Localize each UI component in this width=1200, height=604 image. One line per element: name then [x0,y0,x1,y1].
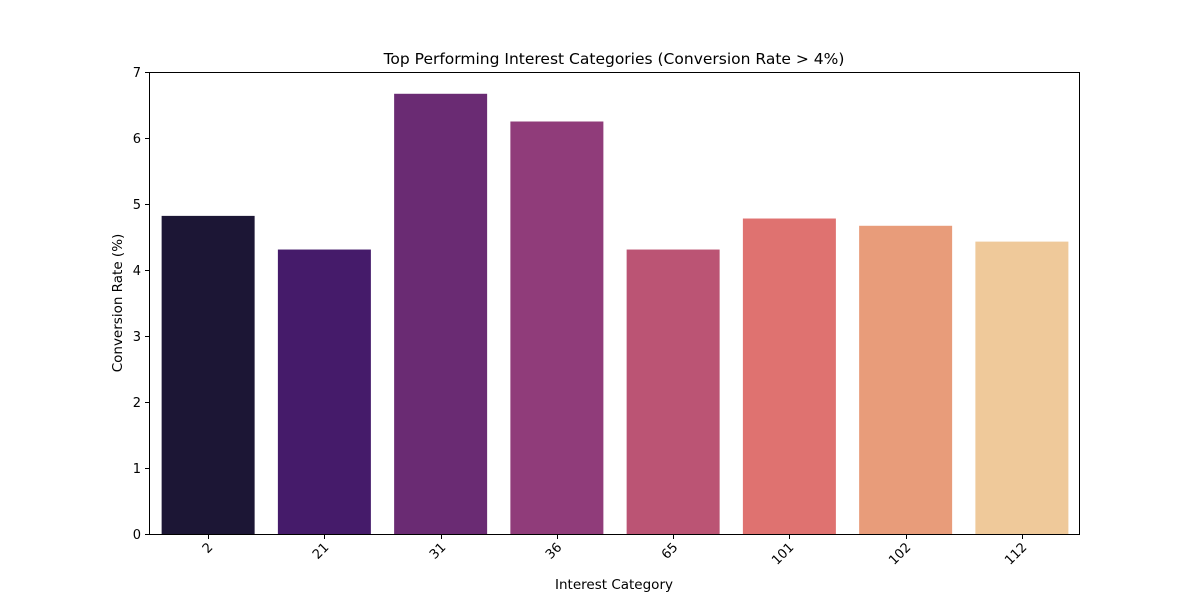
x-tick-label: 65 [659,540,681,562]
x-tick-label: 112 [1002,540,1030,568]
plot-area [161,93,1069,535]
y-tick-label: 2 [133,396,141,411]
y-tick-label: 1 [133,462,141,477]
bar-101 [742,218,836,534]
x-tick-label: 21 [310,540,332,562]
bar-65 [626,249,720,535]
y-tick-label: 7 [133,66,141,81]
y-tick-label: 0 [133,528,141,543]
x-axis: 2 21 31 36 65 101 102 112 [200,534,1030,568]
plot-frame [149,72,1080,535]
x-tick-label: 101 [769,540,797,568]
x-tick-label: 102 [886,540,914,568]
bar-31 [394,93,488,534]
y-tick-label: 5 [133,198,141,213]
bar-2 [161,215,255,534]
y-axis-label: Conversion Rate (%) [110,234,126,373]
x-tick-label: 31 [427,540,449,562]
bar-102 [859,225,953,534]
y-tick-label: 4 [133,264,141,279]
x-axis-label: Interest Category [555,577,673,593]
y-tick-label: 6 [133,132,141,147]
bar-36 [510,121,604,534]
y-axis: 0 1 2 3 4 5 6 7 [133,66,150,543]
bar-21 [277,249,371,535]
bar-112 [975,241,1069,534]
x-tick-label: 36 [543,540,565,562]
y-tick-label: 3 [133,330,141,345]
chart-title: Top Performing Interest Categories (Conv… [383,50,845,68]
x-tick-label: 2 [200,540,216,556]
